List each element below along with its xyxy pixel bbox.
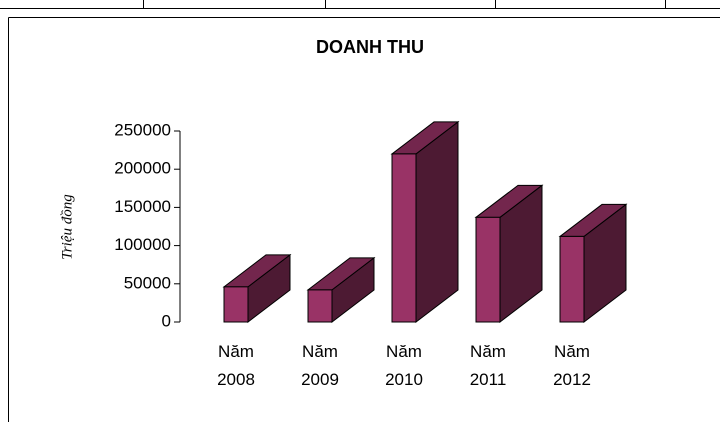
y-tick-label: 0 bbox=[162, 311, 171, 330]
x-tick-label: Năm 2010 bbox=[385, 342, 423, 389]
bar bbox=[223, 286, 249, 323]
bar bbox=[559, 235, 585, 323]
y-tick-label: 100000 bbox=[114, 235, 171, 254]
bar bbox=[307, 289, 333, 323]
x-tick-label: Năm 2012 bbox=[553, 342, 591, 389]
y-tick-label: 250000 bbox=[114, 120, 171, 139]
chart-title: DOANH THU bbox=[316, 37, 424, 57]
x-tick-label: Năm 2008 bbox=[217, 342, 255, 389]
x-tick-label: Năm 2009 bbox=[301, 342, 339, 389]
bar-side bbox=[415, 120, 459, 324]
y-axis-label: Triệu đồng bbox=[59, 194, 75, 260]
y-tick-label: 150000 bbox=[114, 197, 171, 216]
bar bbox=[475, 216, 501, 323]
bar bbox=[391, 153, 417, 323]
x-tick-label: Năm 2011 bbox=[470, 342, 507, 389]
y-tick-label: 200000 bbox=[114, 159, 171, 178]
y-tick-label: 50000 bbox=[124, 273, 171, 292]
